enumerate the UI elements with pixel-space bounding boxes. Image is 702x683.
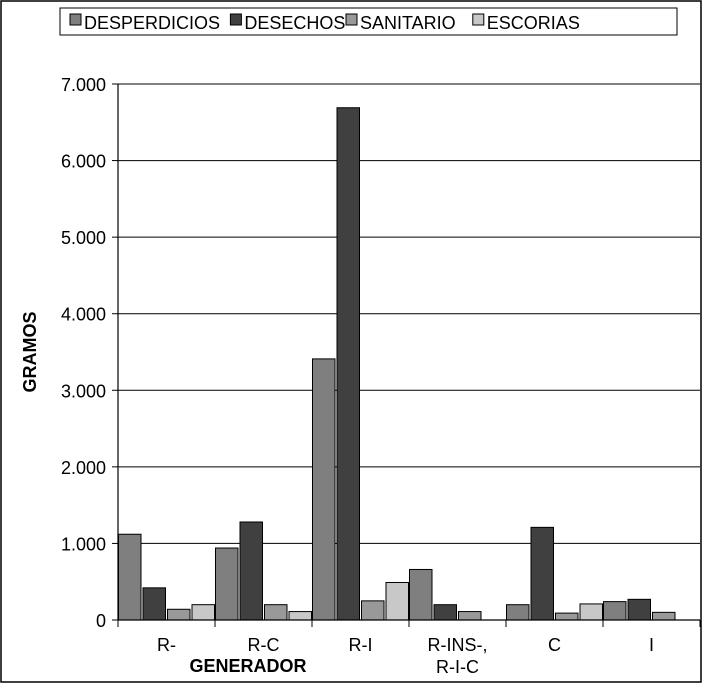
- x-tick-label: R-INS-, R-I-C: [428, 635, 488, 677]
- gridlines: [118, 83, 700, 544]
- bar: [652, 611, 676, 621]
- x-tick-label: R-C: [248, 635, 280, 655]
- legend-label: DESECHOS: [244, 13, 345, 33]
- x-tick-label: C: [548, 635, 561, 655]
- bar: [264, 604, 288, 621]
- bar: [555, 612, 579, 621]
- bar: [458, 611, 482, 621]
- x-tick-labels: R- R-C R-I R-INS-, R-I-C C I: [157, 635, 654, 677]
- bar: [288, 611, 312, 621]
- legend-swatch: [472, 13, 485, 26]
- bar: [385, 581, 409, 621]
- bar: [142, 587, 166, 621]
- axes: [112, 83, 701, 627]
- legend-swatch: [345, 13, 358, 26]
- bar: [506, 604, 530, 621]
- legend-label: ESCORIAS: [487, 13, 580, 33]
- bar: [167, 608, 191, 621]
- y-tick-label: 2.000: [61, 458, 106, 478]
- y-tick-label: 7.000: [61, 75, 106, 95]
- bar: [191, 604, 215, 621]
- x-axis-title: GENERADOR: [189, 656, 306, 676]
- y-tick-label: 0: [96, 611, 106, 631]
- y-tick-label: 6.000: [61, 152, 106, 172]
- bar: [336, 107, 360, 621]
- bar: [118, 533, 142, 621]
- bar: [579, 603, 603, 621]
- legend-swatch: [229, 13, 242, 26]
- bar: [603, 601, 627, 621]
- y-tick-label: 1.000: [61, 534, 106, 554]
- legend-frame: [59, 7, 678, 36]
- x-tick-label: R-I: [349, 635, 373, 655]
- y-tick-labels: 0 1.000 2.000 3.000 4.000 5.000 6.000 7.000: [61, 75, 106, 631]
- bar: [361, 600, 385, 621]
- x-tick-label: R-: [157, 635, 176, 655]
- legend-swatch: [69, 13, 82, 26]
- bar: [627, 598, 651, 621]
- bar: [215, 547, 239, 621]
- bar: [312, 358, 336, 621]
- bar: [530, 526, 554, 621]
- y-tick-label: 3.000: [61, 381, 106, 401]
- bar: [239, 521, 263, 621]
- x-tick-label: I: [649, 635, 654, 655]
- bar: [433, 604, 457, 621]
- y-axis-title: GRAMOS: [20, 312, 40, 393]
- legend-label: DESPERDICIOS: [84, 13, 220, 33]
- y-tick-label: 4.000: [61, 305, 106, 325]
- bars: [118, 107, 676, 621]
- bar: [409, 568, 433, 621]
- legend: DESPERDICIOS DESECHOS SANITARIO ESCORIAS: [59, 7, 678, 36]
- legend-label: SANITARIO: [360, 13, 456, 33]
- y-tick-label: 5.000: [61, 228, 106, 248]
